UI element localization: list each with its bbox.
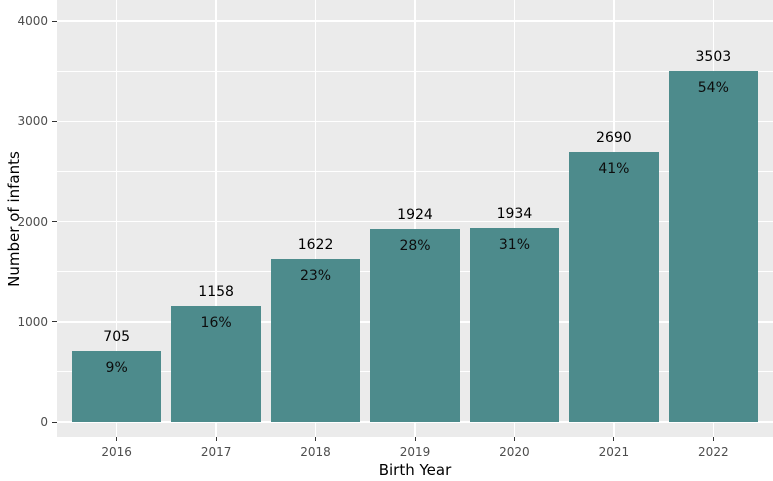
y-tick-label: 3000 (17, 114, 48, 129)
bar-value-label: 1622 (297, 237, 334, 254)
bar-value-label: 3503 (695, 48, 732, 65)
x-tick-mark (513, 437, 515, 441)
bar-value-label: 2690 (596, 130, 632, 147)
bar-value-label: 705 (103, 329, 131, 346)
bar-2019 (370, 229, 460, 422)
bar-percent-label: 41% (598, 161, 630, 178)
bar-2022 (668, 70, 759, 422)
bar-value-label: 1924 (397, 207, 433, 224)
bar-2021 (569, 152, 659, 422)
x-tick-mark (712, 437, 714, 441)
y-tick-mark (52, 120, 57, 122)
bar-percent-label: 31% (498, 237, 530, 254)
x-tick-mark (414, 437, 416, 441)
bar-percent-label: 16% (200, 314, 232, 331)
x-axis-title: Birth Year (378, 461, 452, 479)
x-tick-label: 2019 (399, 445, 431, 459)
x-tick-mark (613, 437, 615, 441)
bar-2016 (71, 351, 162, 422)
y-tick-label: 0 (40, 415, 48, 429)
bar-percent-label: 54% (697, 79, 729, 96)
y-tick-label: 2000 (17, 214, 48, 229)
x-tick-mark (215, 437, 217, 441)
x-tick-mark (315, 437, 317, 441)
plot-panel: 705 9% 1158 16% 1622 23% 1924 28% 1934 31% 2690 41%… (57, 0, 773, 437)
bar-percent-label: 9% (105, 360, 128, 377)
x-tick-label: 2022 (698, 445, 729, 459)
y-tick-mark (52, 421, 57, 423)
x-tick-label: 2021 (598, 445, 630, 459)
bar-percent-label: 28% (399, 238, 431, 255)
y-tick-mark (52, 321, 57, 323)
y-tick-mark (52, 20, 57, 22)
x-gridline-major (314, 0, 317, 437)
x-tick-label: 2020 (499, 445, 530, 459)
bar-value-label: 1158 (198, 283, 234, 300)
x-tick-label: 2018 (300, 445, 331, 459)
x-gridline-major (513, 0, 516, 437)
x-gridline-major (115, 0, 118, 437)
x-gridline-major (414, 0, 416, 437)
x-tick-mark (116, 437, 118, 441)
y-tick-label: 1000 (17, 314, 48, 329)
x-gridline-major (215, 0, 217, 437)
bar-2020 (469, 228, 560, 422)
x-tick-label: 2017 (200, 445, 232, 459)
bar-2017 (171, 305, 261, 422)
bar-value-label: 1934 (496, 206, 533, 223)
y-tick-label: 4000 (17, 14, 48, 28)
y-tick-mark (52, 221, 57, 222)
bar-2018 (270, 259, 361, 422)
x-tick-label: 2016 (101, 445, 132, 459)
bar-percent-label: 23% (299, 268, 332, 285)
